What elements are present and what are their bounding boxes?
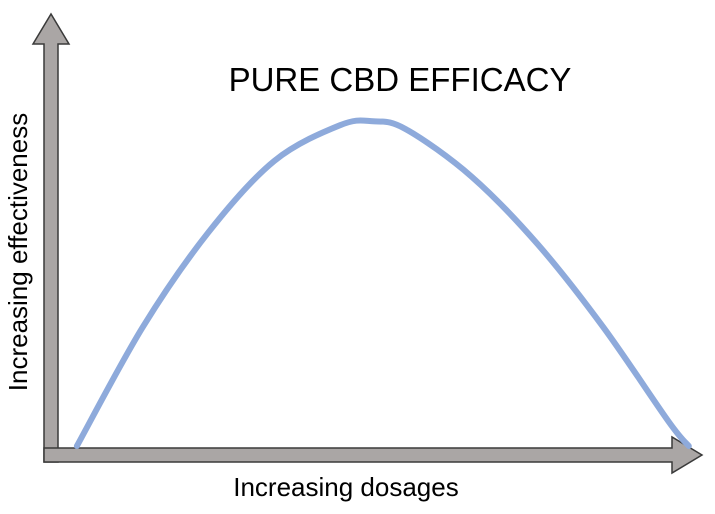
y-axis-label: Increasing effectiveness [3, 113, 33, 391]
y-axis-arrow [31, 12, 71, 463]
x-axis-label: Increasing dosages [233, 472, 458, 502]
effectiveness-curve [73, 117, 692, 449]
chart-title: PURE CBD EFFICACY [229, 61, 572, 98]
x-axis-arrow [43, 435, 704, 475]
